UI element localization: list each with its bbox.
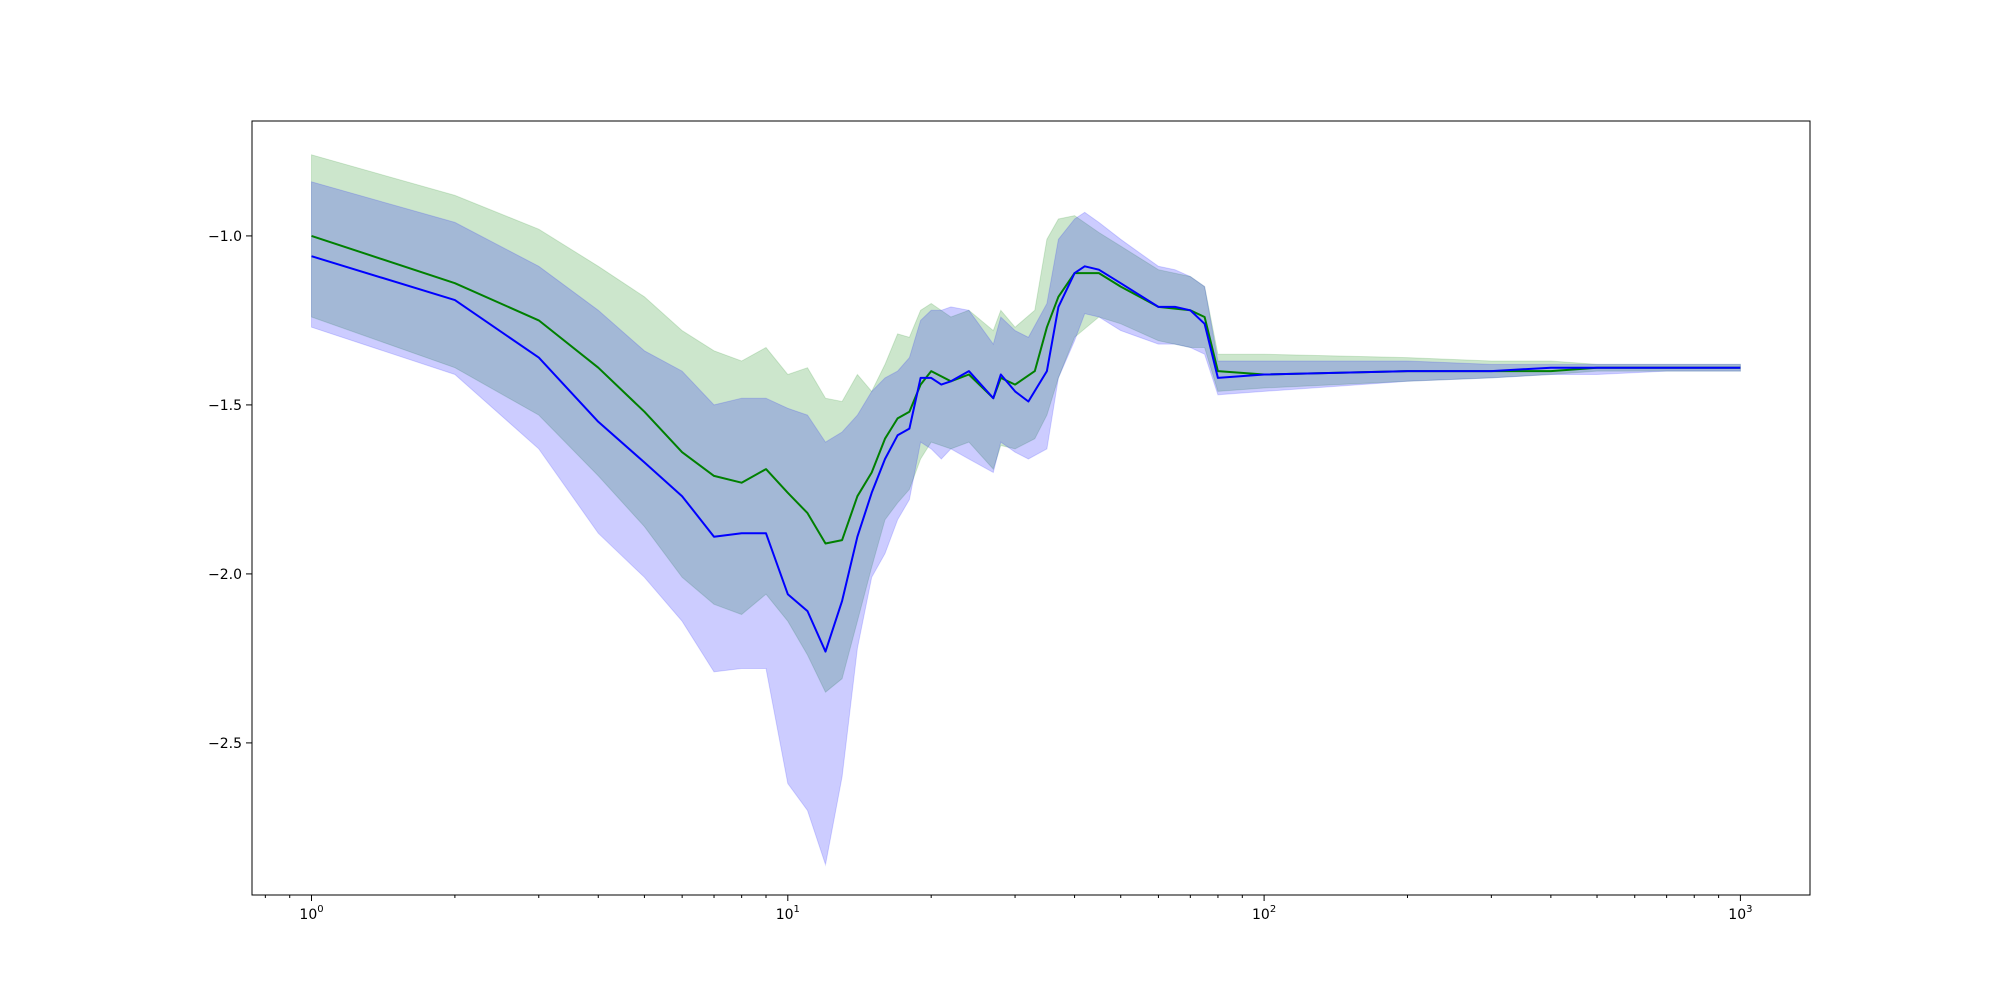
y-tick-label: −1.5	[208, 398, 242, 414]
series-lines	[311, 234, 1741, 653]
series-0-band	[311, 154, 1741, 693]
x-tick-label: 100	[299, 904, 323, 923]
y-tick-label: −1.0	[208, 229, 242, 245]
series-0-line	[311, 234, 1741, 545]
y-tick-label: −2.5	[208, 736, 242, 752]
y-tick-label: −2.0	[208, 567, 242, 583]
confidence-bands	[311, 154, 1741, 867]
y-axis: −1.0 −1.5 −2.0 −2.5	[208, 229, 252, 752]
series-1-band	[311, 181, 1741, 867]
plot-area-frame	[251, 120, 1811, 896]
x-tick-label: 103	[1728, 904, 1752, 923]
x-tick-label: 102	[1252, 904, 1276, 923]
series-1-line	[311, 255, 1741, 653]
x-axis: 100 101 102 103	[264, 895, 1753, 923]
x-tick-label: 101	[776, 904, 800, 923]
